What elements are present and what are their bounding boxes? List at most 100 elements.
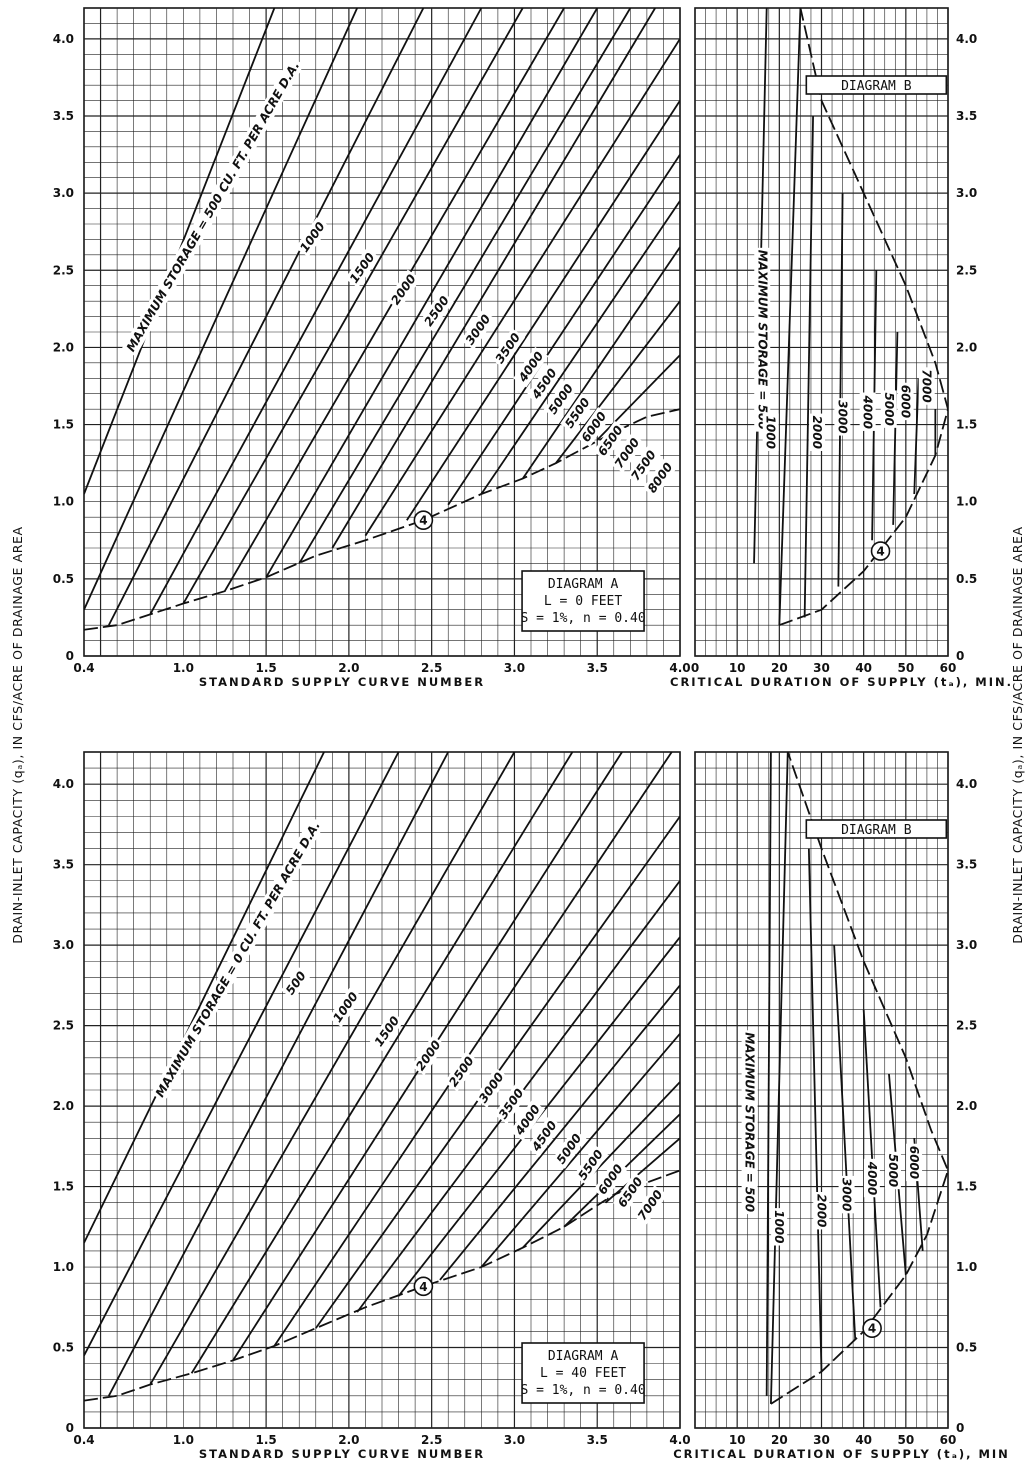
x-tick-label: 2.5 [421, 661, 442, 675]
series-line [298, 8, 632, 564]
y-tick-label: 3.5 [53, 109, 74, 123]
marker-circle [870, 541, 891, 561]
y-tick-label: 2.0 [53, 340, 74, 354]
series-line [182, 8, 524, 604]
y-tick-label: 0.5 [53, 1341, 74, 1355]
y-tick-label: 1.5 [53, 418, 74, 432]
curve-label: 4000 [865, 1161, 879, 1195]
x-tick-label: 3.5 [587, 661, 608, 675]
curve-label-background [863, 1158, 880, 1198]
curve-label-background [897, 382, 914, 421]
curve-label-background [906, 1143, 923, 1182]
series-line [331, 8, 656, 549]
curve-label-background [551, 1128, 587, 1169]
marker-label: 4 [419, 514, 427, 528]
x-tick-label: 30 [813, 1433, 830, 1447]
x-tick-label: 20 [771, 661, 788, 675]
curve-label-background [513, 346, 549, 388]
series-line [439, 984, 680, 1281]
curve-label-background [150, 816, 325, 1102]
curve-label-background [474, 1067, 509, 1108]
panel-lower-right: 10 20 30 40 50 600 0.5 1.0 1.5 2.0 2.5 3.0 3.5 4.0 CRI… [673, 751, 1008, 1461]
y-tick-label: 0.5 [956, 1341, 977, 1355]
y-tick-label: 0.5 [53, 572, 74, 586]
y-tick-label: 2.5 [53, 263, 74, 277]
x-tick-label: 50 [897, 661, 914, 675]
curve-label-background [344, 248, 380, 288]
series-line [480, 1033, 680, 1268]
curve-label-background [626, 445, 661, 486]
panel-lower-left: 0.4 1.0 1.5 2.0 2.5 3.0 3.5 4.0 0 0.5 1.0 1.5 2.0 2.5… [53, 751, 691, 1461]
x-tick-label: 60 [940, 661, 957, 675]
y-tick-label: 4.0 [53, 32, 74, 46]
series-group [765, 752, 948, 1405]
series-line [84, 8, 358, 611]
curve-label-background [918, 367, 935, 405]
curve-label: 3000 [835, 400, 849, 433]
diagram-title-box [805, 819, 948, 839]
y-tick-label: 4.0 [956, 32, 977, 46]
curve-label: 4000 [861, 395, 875, 429]
y-tick-label: 1.0 [956, 495, 977, 509]
y-axis-label-left-text: DRAIN-INLET CAPACITY (qₐ), IN CFS/ACRE O… [10, 526, 25, 943]
series-line [273, 752, 673, 1347]
x-tick-label: 2.0 [338, 1433, 359, 1447]
curve-label: 6000 [907, 1146, 921, 1179]
x-tick-label: 2.0 [338, 661, 359, 675]
y-tick-label: 0 [956, 649, 964, 663]
curve-label-background [741, 1030, 758, 1215]
y-axis-label-right: DRAIN-INLET CAPACITY (qₐ), IN CFS/ACRE O… [1010, 526, 1025, 943]
envelope-line [84, 408, 680, 631]
curve-label-background [754, 247, 771, 432]
x-axis-label: CRITICAL DURATION OF SUPPLY (tₐ), MIN. [670, 675, 1013, 689]
series-line [862, 1009, 882, 1308]
curve-label-background [771, 1208, 788, 1246]
x-tick-label: 20 [771, 1433, 788, 1447]
y-tick-label: 1.0 [53, 1260, 74, 1274]
curve-label-background [593, 1159, 628, 1200]
x-tick-label: 40 [855, 661, 872, 675]
y-tick-label: 3.0 [53, 938, 74, 952]
x-tick-label: 0.4 [73, 661, 94, 675]
series-line [406, 100, 680, 521]
series-line [522, 1081, 680, 1249]
y-tick-label: 3.5 [956, 858, 977, 872]
y-tick-label: 3.0 [956, 186, 977, 200]
series-line [265, 8, 599, 578]
curve-label-background [444, 1051, 479, 1092]
legend-box-line: DIAGRAM A [548, 577, 619, 592]
series-line [778, 8, 802, 626]
x-tick-label: 40 [855, 1433, 872, 1447]
y-tick-label: 2.0 [956, 1099, 977, 1113]
curve-label-background [809, 413, 826, 451]
marker-label: 4 [419, 1280, 427, 1294]
panel-upper-right: 0 10 20 30 40 50 6000.51.01.52.02.53.03.54.0CR… [670, 7, 1013, 689]
x-axis-label: STANDARD SUPPLY CURVE NUMBER [199, 675, 485, 689]
series-line [765, 752, 772, 1396]
curve-label: 1000 [764, 416, 778, 449]
series-line [149, 8, 483, 615]
x-tick-label: 30 [813, 661, 830, 675]
y-tick-label: 1.5 [956, 1180, 977, 1194]
curve-label-background [560, 393, 595, 433]
curve-label-background [526, 363, 562, 405]
x-tick-label: 1.5 [255, 1433, 276, 1447]
curve-label-background [834, 398, 851, 436]
series-line [480, 200, 680, 495]
x-axis-label: STANDARD SUPPLY CURVE NUMBER [199, 1447, 485, 1461]
series-line [447, 154, 680, 506]
y-tick-label: 0 [66, 1421, 74, 1435]
curve-label-background [884, 1151, 901, 1190]
series-line [84, 752, 325, 1244]
legend-box [521, 1342, 645, 1404]
legend-box-line: L = 40 FEET [540, 1366, 626, 1381]
series-line [108, 8, 425, 626]
curve-label-background [573, 1145, 608, 1185]
series-line [84, 752, 400, 1356]
y-tick-label: 0.5 [956, 572, 977, 586]
legend-box-line: S = 1%, n = 0.40 [520, 1383, 645, 1398]
diagram-title: DIAGRAM B [841, 79, 912, 94]
diagram-title-box [805, 75, 948, 95]
curve-label-background [526, 1116, 562, 1157]
